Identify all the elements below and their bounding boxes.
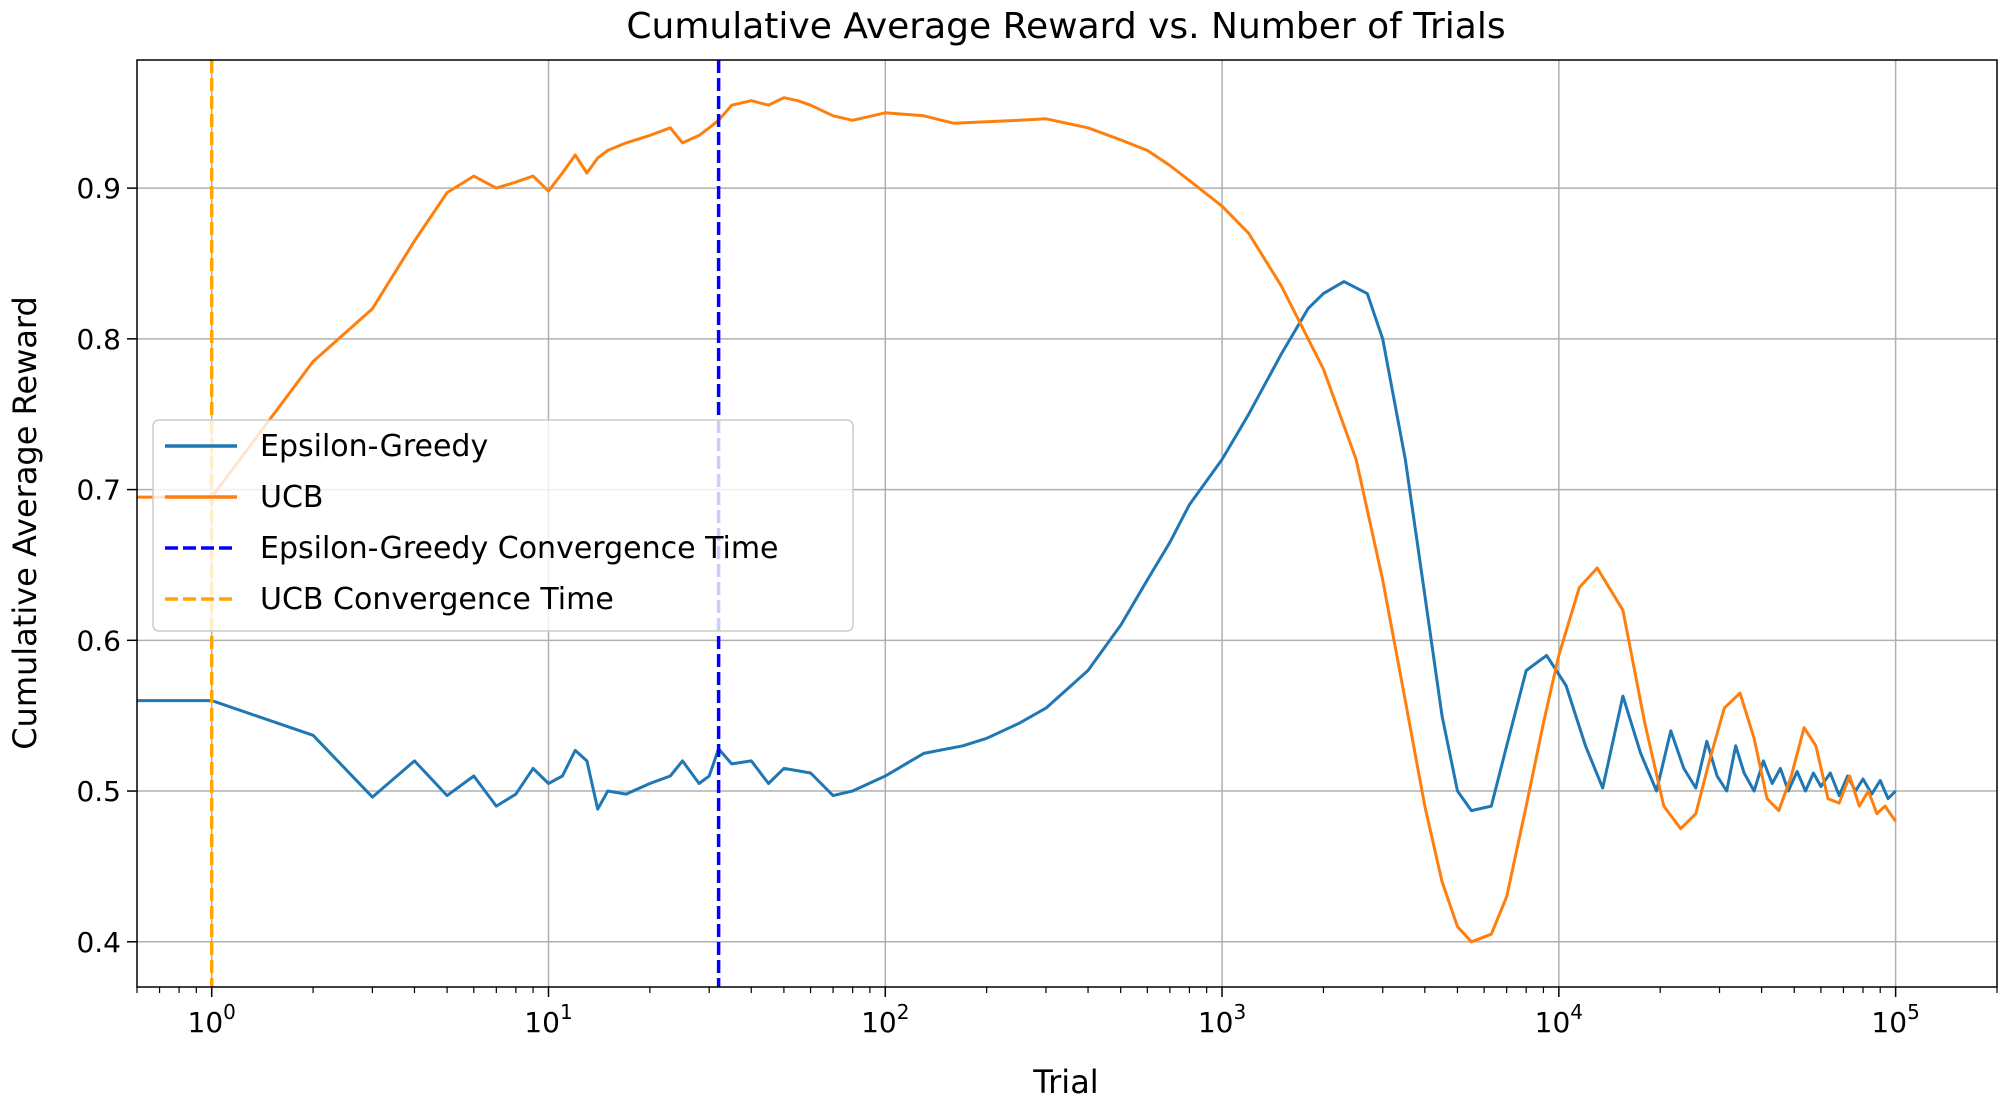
x-tick-label: 104 (1535, 1000, 1583, 1039)
y-tick-label: 0.8 (76, 323, 121, 356)
y-axis-ticks: 0.4 0.5 0.6 0.7 0.8 0.9 (76, 172, 137, 959)
x-tick-label: 100 (188, 1000, 236, 1039)
legend: Epsilon-Greedy UCB Epsilon-Greedy Converge… (152, 419, 854, 632)
x-axis-label: Trial (1032, 1063, 1098, 1101)
x-tick-label: 101 (524, 1000, 572, 1039)
y-tick-label: 0.5 (76, 775, 121, 808)
grid (137, 60, 1997, 987)
series-group (137, 96, 1897, 944)
x-tick-label: 102 (861, 1000, 909, 1039)
series-line-epsilon-greedy (137, 280, 1897, 813)
y-tick-label: 0.4 (76, 926, 121, 959)
legend-label: UCB (260, 480, 324, 515)
series-line-ucb (137, 96, 1897, 944)
x-axis-ticks: 100 101 102 103 104 105 (136, 987, 1998, 1039)
legend-label: Epsilon-Greedy (260, 429, 488, 464)
legend-label: UCB Convergence Time (260, 582, 614, 617)
chart-title: Cumulative Average Reward vs. Number of … (626, 6, 1505, 47)
y-axis-label: Cumulative Average Reward (6, 296, 44, 750)
plot-frame (136, 59, 1998, 988)
legend-label: Epsilon-Greedy Convergence Time (260, 531, 779, 566)
y-tick-label: 0.9 (76, 172, 121, 205)
convergence-lines (209, 60, 721, 987)
x-tick-label: 105 (1871, 1000, 1919, 1039)
y-tick-label: 0.6 (76, 624, 121, 657)
x-tick-label: 103 (1198, 1000, 1246, 1039)
legend-box (152, 419, 854, 632)
y-tick-label: 0.7 (76, 474, 121, 507)
